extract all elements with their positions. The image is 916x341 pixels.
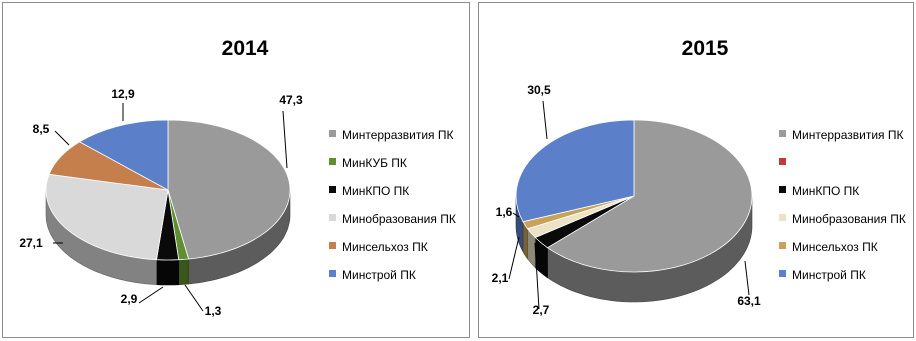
leader-line <box>282 110 288 169</box>
data-label: 30,5 <box>527 83 551 97</box>
data-label: 12,9 <box>111 87 135 101</box>
legend-item: МинКУБ ПК <box>329 155 407 170</box>
data-label: 47,3 <box>279 93 303 107</box>
legend-item: Минсельхоз ПК <box>779 239 878 254</box>
pie-slice <box>515 119 635 223</box>
legend-item: Минсельхоз ПК <box>329 239 428 254</box>
legend-swatch <box>779 158 786 166</box>
legend-swatch <box>779 214 786 222</box>
legend-swatch <box>329 270 336 278</box>
leader-line <box>138 286 164 304</box>
data-label: 2,7 <box>533 303 550 317</box>
leader-line <box>54 130 70 146</box>
pie-slice-side <box>156 259 179 286</box>
legend-item: МинКПО ПК <box>779 183 859 198</box>
legend-item: Минобразования ПК <box>329 211 456 226</box>
legend-label: Минтерразвития ПК <box>792 127 904 142</box>
leader-line <box>542 100 548 140</box>
legend-label: МинКПО ПК <box>342 183 410 198</box>
legend-label: Минстрой ПК <box>792 267 866 282</box>
pie-chart-2014: 2014 47,3 1,3 2,9 27,1 8,5 12,9 <box>19 37 303 318</box>
leader-line <box>184 284 204 312</box>
data-label: 63,1 <box>737 294 761 308</box>
pie-slice <box>45 173 169 261</box>
data-label: 2,9 <box>121 292 138 306</box>
data-label: 27,1 <box>19 236 43 250</box>
legend-item: МинКПО ПК <box>329 183 409 198</box>
chart-title: 2015 <box>682 37 729 60</box>
pie-chart-2015: 2015 63,1 2,7 2,1 1,6 30,5 <box>492 37 761 317</box>
leader-line <box>744 260 750 296</box>
legend-item: Минтерразвития ПК <box>329 127 453 142</box>
chart-panel-2014: 2014 47,3 1,3 2,9 27,1 8,5 12,9 Минтерразвити… <box>2 2 470 338</box>
pie-slice-side <box>178 258 189 286</box>
pie-slice <box>78 119 169 191</box>
legend-swatch <box>779 186 786 194</box>
legend-swatch <box>779 270 786 278</box>
legend-label: Минсельхоз ПК <box>342 239 428 254</box>
data-label: 1,3 <box>205 304 222 318</box>
legend-label: Минобразования ПК <box>342 211 456 226</box>
leader-line <box>512 212 520 218</box>
leader-line <box>534 242 540 310</box>
legend-label: Минобразования ПК <box>792 211 906 226</box>
leader-line <box>508 236 520 280</box>
legend-swatch <box>329 242 336 250</box>
legend-label: Минсельхоз ПК <box>792 239 878 254</box>
legend-swatch <box>779 242 786 250</box>
legend-item <box>779 155 792 170</box>
legend-label: МинКПО ПК <box>792 183 860 198</box>
legend-item: Минстрой ПК <box>779 267 866 282</box>
chart-panel-2015: 2015 63,1 2,7 2,1 1,6 30,5 Минтерразвития ПК… <box>478 2 914 338</box>
legend-swatch <box>329 130 336 138</box>
pie-slice <box>167 119 291 260</box>
chart-title: 2014 <box>222 37 269 60</box>
legend-swatch <box>329 158 336 166</box>
data-label: 2,1 <box>492 271 509 285</box>
legend-label: Минтерразвития ПК <box>342 127 454 142</box>
legend-swatch <box>329 214 336 222</box>
legend-swatch <box>779 130 786 138</box>
data-label: 1,6 <box>496 205 513 219</box>
legend-item: Минстрой ПК <box>329 267 416 282</box>
legend-item: Минобразования ПК <box>779 211 906 226</box>
pie-slice <box>546 119 753 273</box>
data-label: 8,5 <box>33 122 50 136</box>
legend-item: Минтерразвития ПК <box>779 127 903 142</box>
legend-label: Минстрой ПК <box>342 267 416 282</box>
legend-label: МинКУБ ПК <box>342 155 407 170</box>
legend-swatch <box>329 186 336 194</box>
